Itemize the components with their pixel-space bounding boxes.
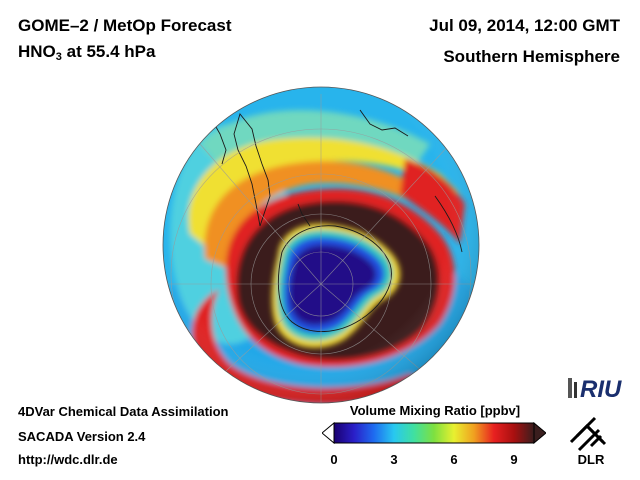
colorbar-tick-label: 3 xyxy=(390,452,398,467)
species-label: HNO xyxy=(18,42,56,61)
riu-logo: RIU xyxy=(568,376,622,403)
south-pole-globe xyxy=(162,86,480,404)
footer-method: 4DVar Chemical Data Assimilation xyxy=(18,404,229,419)
pressure-level: at 55.4 hPa xyxy=(61,42,156,61)
colorbar xyxy=(322,422,546,444)
dlr-logo-text: DLR xyxy=(578,452,605,466)
region-label: Southern Hemisphere xyxy=(443,47,620,66)
footer-version: SACADA Version 2.4 xyxy=(18,429,146,444)
map-subtitle: HNO3 at 55.4 hPa xyxy=(18,42,155,63)
colorbar-tick-label: 9 xyxy=(510,452,518,467)
colorbar-max-arrow xyxy=(533,422,546,444)
colorbar-tick-label: 6 xyxy=(450,452,458,467)
colorbar-title: Volume Mixing Ratio [ppbv] xyxy=(349,403,521,418)
dlr-logo: DLR xyxy=(569,416,607,466)
map-title: GOME–2 / MetOp Forecast xyxy=(18,16,232,35)
forecast-datetime: Jul 09, 2014, 12:00 GMT xyxy=(429,16,620,35)
species-subscript: 3 xyxy=(55,51,62,63)
riu-logo-text: RIU xyxy=(580,376,622,403)
colorbar-min-arrow xyxy=(322,422,335,444)
colorbar-gradient xyxy=(333,422,535,444)
footer-url[interactable]: http://wdc.dlr.de xyxy=(18,452,118,467)
colorbar-tick-label: 0 xyxy=(330,452,338,467)
